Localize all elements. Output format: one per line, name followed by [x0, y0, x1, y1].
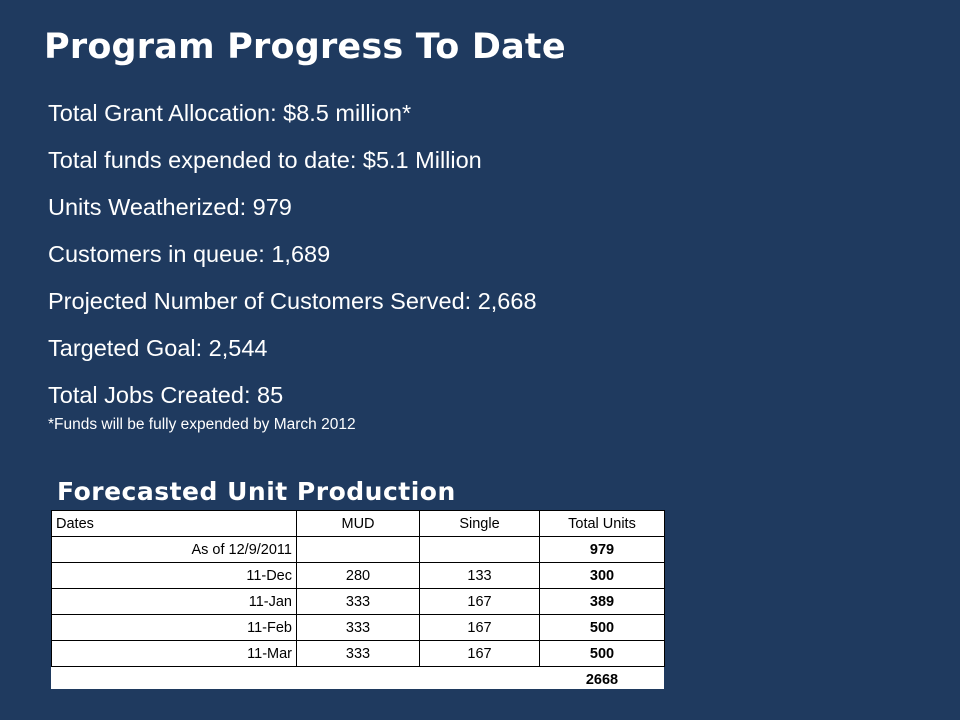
row-mud: 280 — [296, 562, 420, 589]
table-row: 11-Feb 333 167 500 — [51, 614, 665, 641]
table-row: 11-Jan 333 167 389 — [51, 588, 665, 615]
funds-expended-item: Total funds expended to date: $5.1 Milli… — [48, 147, 482, 173]
row-total: 500 — [539, 640, 665, 667]
units-weatherized-item: Units Weatherized: 979 — [48, 194, 292, 220]
row-single — [419, 536, 540, 563]
row-single: 133 — [419, 562, 540, 589]
projected-customers-item: Projected Number of Customers Served: 2,… — [48, 288, 537, 314]
row-date: 11-Dec — [51, 562, 297, 589]
table-row: 11-Mar 333 167 500 — [51, 640, 665, 667]
blank-cell — [420, 667, 540, 693]
targeted-goal-item: Targeted Goal: 2,544 — [48, 335, 268, 361]
row-date: 11-Mar — [51, 640, 297, 667]
forecast-table: Dates MUD Single Total Units As of 12/9/… — [51, 510, 665, 693]
jobs-created-item: Total Jobs Created: 85 — [48, 382, 284, 408]
row-date: As of 12/9/2011 — [51, 536, 297, 563]
row-mud — [296, 536, 420, 563]
grant-allocation-item: Total Grant Allocation: $8.5 million* — [48, 100, 412, 126]
grand-total-value: 2668 — [539, 666, 665, 693]
grand-total-row: 2668 — [52, 666, 665, 693]
progress-list: Total Grant Allocation: $8.5 million* To… — [48, 90, 537, 419]
header-single: Single — [419, 510, 540, 537]
slide-title: Program Progress To Date — [44, 27, 566, 67]
forecast-table-container: Dates MUD Single Total Units As of 12/9/… — [51, 510, 665, 693]
row-single: 167 — [419, 614, 540, 641]
row-mud: 333 — [296, 640, 420, 667]
row-total: 389 — [539, 588, 665, 615]
header-total-units: Total Units — [539, 510, 665, 537]
row-total: 500 — [539, 614, 665, 641]
row-date: 11-Feb — [51, 614, 297, 641]
forecast-heading: Forecasted Unit Production — [57, 477, 456, 506]
row-total: 979 — [539, 536, 665, 563]
row-single: 167 — [419, 640, 540, 667]
row-single: 167 — [419, 588, 540, 615]
funds-footnote: *Funds will be fully expended by March 2… — [48, 416, 356, 433]
header-dates: Dates — [51, 510, 297, 537]
table-header-row: Dates MUD Single Total Units — [51, 510, 665, 537]
header-mud: MUD — [296, 510, 420, 537]
customers-in-queue-item: Customers in queue: 1,689 — [48, 241, 331, 267]
row-mud: 333 — [296, 614, 420, 641]
row-total: 300 — [539, 562, 665, 589]
table-row: 11-Dec 280 133 300 — [51, 562, 665, 589]
row-date: 11-Jan — [51, 588, 297, 615]
blank-cell — [297, 667, 420, 693]
blank-cell — [52, 667, 297, 693]
row-mud: 333 — [296, 588, 420, 615]
table-row: As of 12/9/2011 979 — [51, 536, 665, 563]
